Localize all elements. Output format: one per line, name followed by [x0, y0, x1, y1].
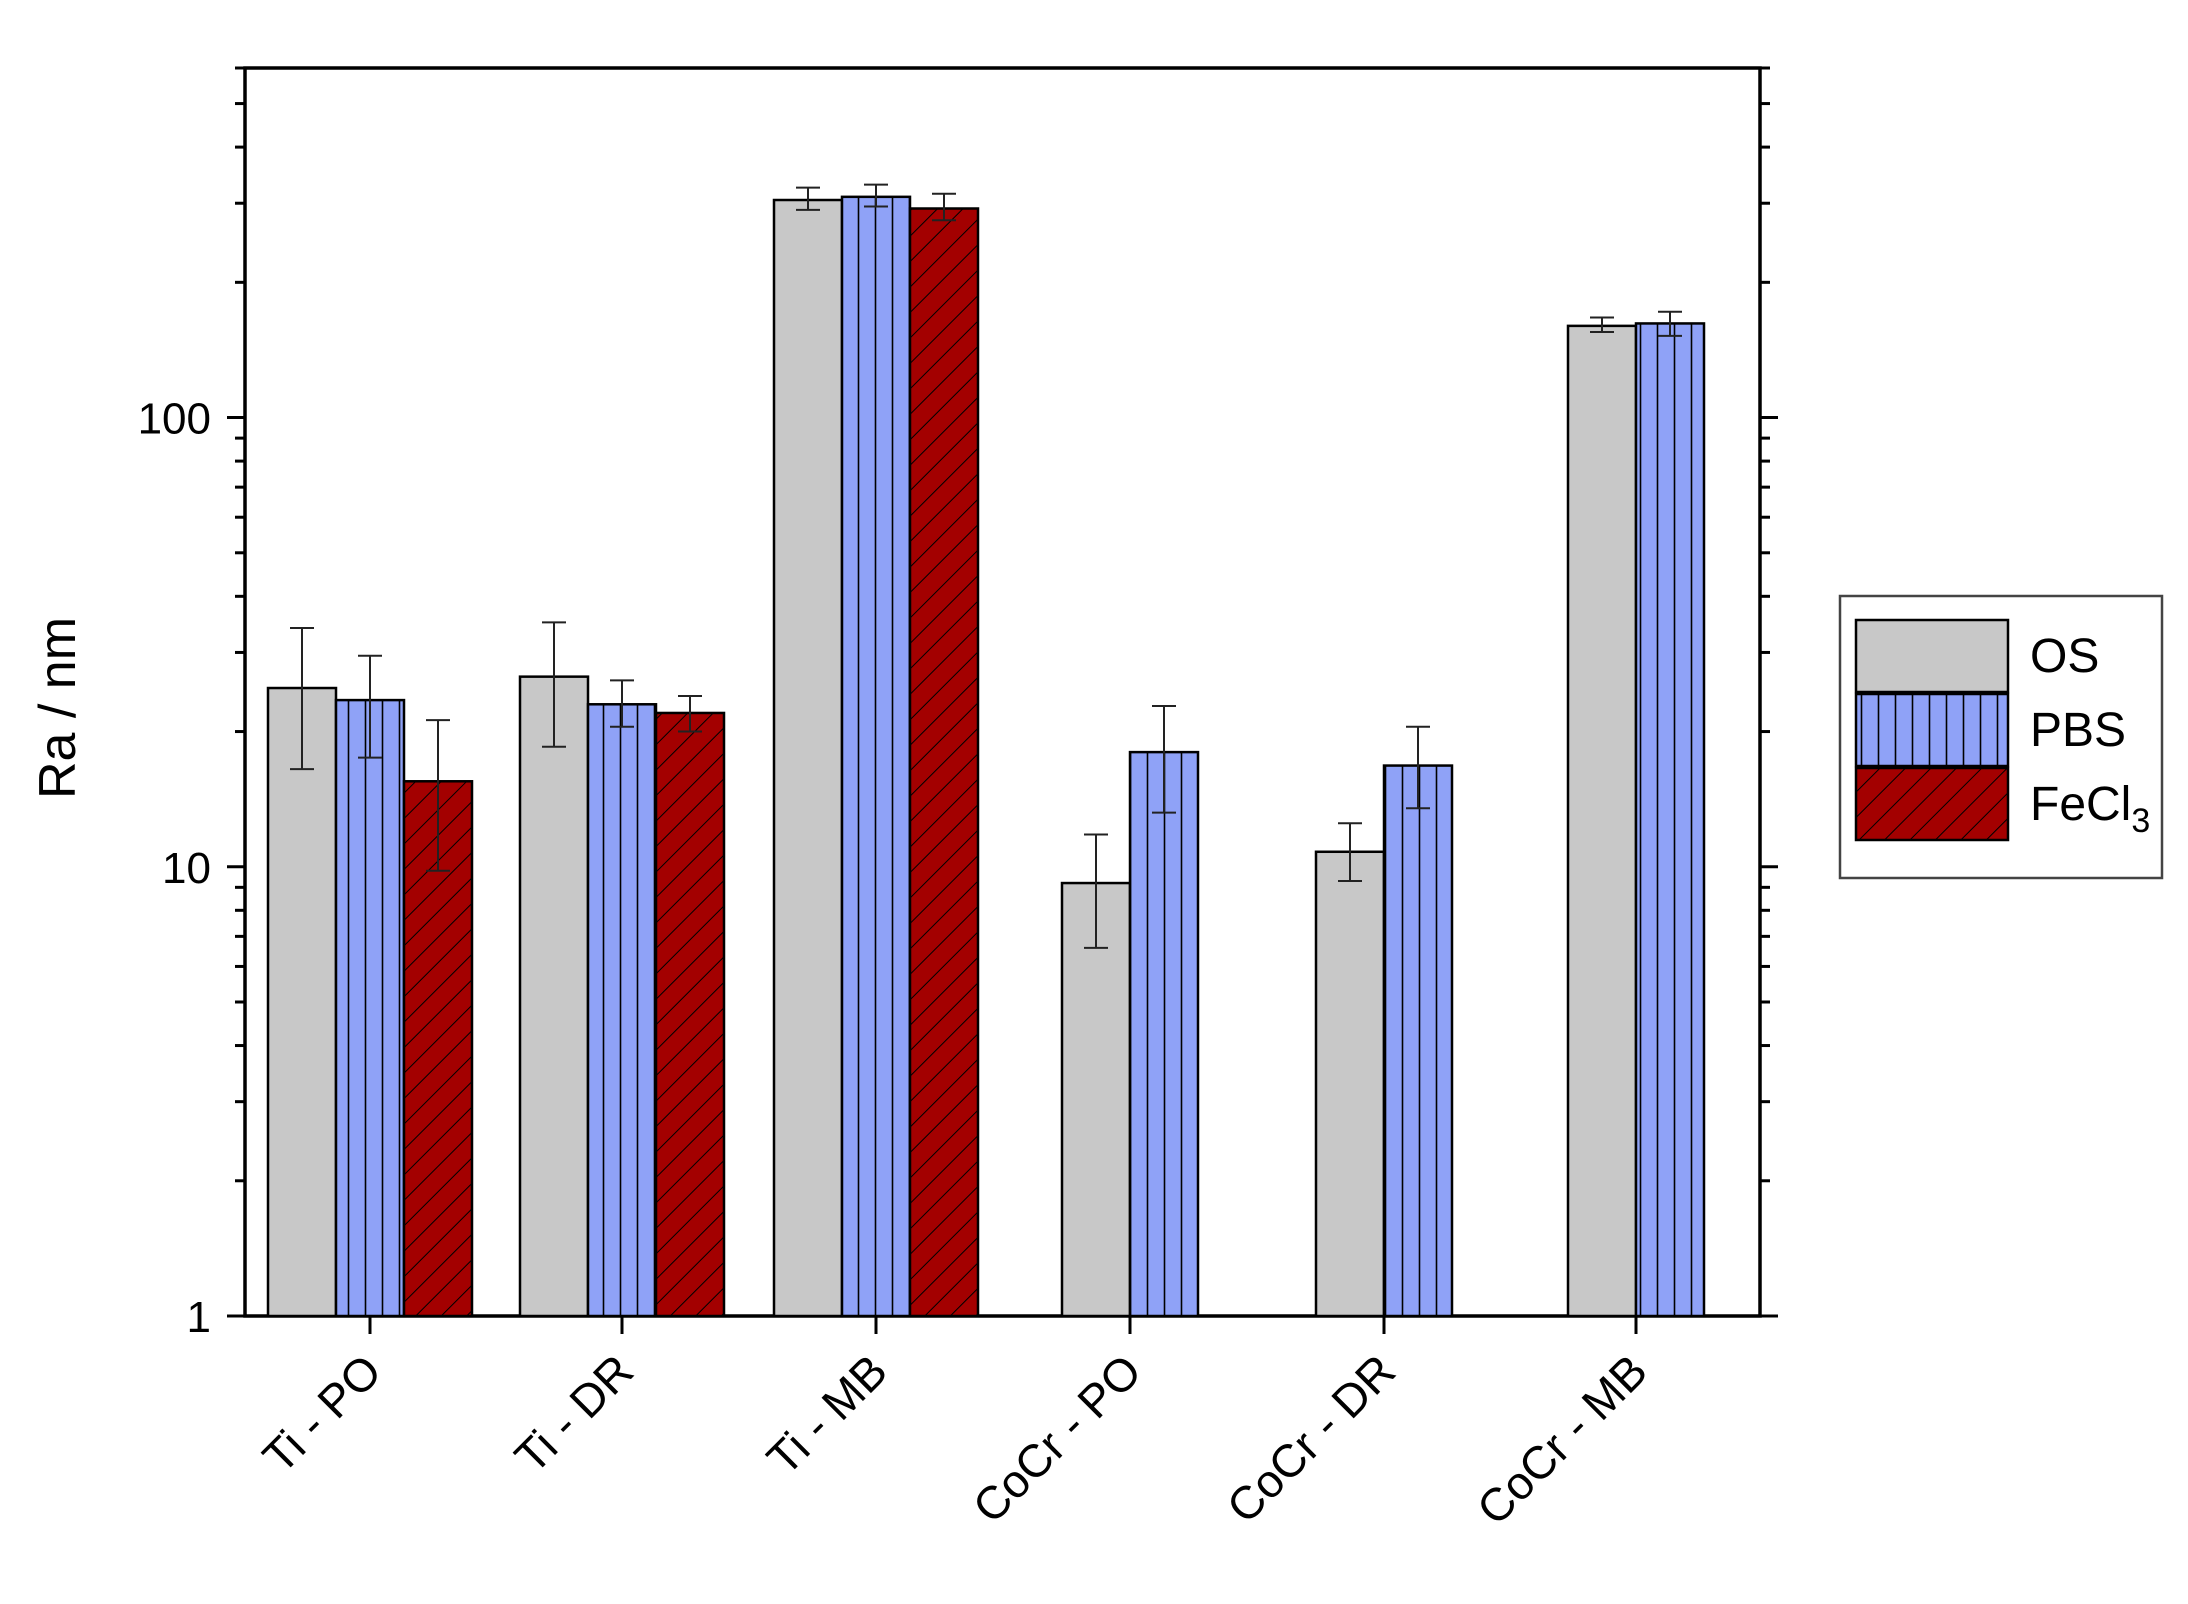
x-tick-labels: Ti - PO Ti - DR Ti - MB CoCr - PO CoCr - DR C…: [253, 1344, 1658, 1534]
bar-pbs-2: [840, 195, 912, 1318]
error-bars-layer: [290, 183, 1682, 949]
x-tick-label: Ti - MB: [757, 1344, 897, 1484]
legend-label-os: OS: [2030, 630, 2099, 683]
bar-pbs-5: [1634, 322, 1706, 1318]
plot-frame: [243, 66, 1762, 1318]
bar-pbs-4: [1382, 764, 1454, 1318]
legend-label-fecl3: FeCl3: [2030, 778, 2150, 840]
x-tick-label: Ti - PO: [253, 1344, 392, 1483]
bar-os-3: [1060, 881, 1132, 1318]
bar-os-4: [1314, 850, 1386, 1318]
bar-pbs-1: [586, 703, 658, 1318]
y-tick-labels: 1 10 100: [138, 395, 211, 1342]
bar-os-1: [518, 675, 590, 1318]
bar-fecl3-1: [654, 711, 726, 1318]
x-axis-ticks: [368, 1316, 1638, 1334]
bar-os-2: [772, 198, 844, 1318]
bar-pbs-0: [334, 698, 406, 1318]
legend-label-pbs: PBS: [2030, 704, 2126, 757]
y-tick-label: 100: [138, 395, 211, 444]
y-tick-label: 10: [162, 844, 211, 893]
y-tick-label: 1: [187, 1293, 211, 1342]
bar-os-5: [1566, 324, 1638, 1318]
legend-swatch-fecl3: [1854, 766, 2010, 842]
x-tick-label: CoCr - PO: [962, 1344, 1151, 1533]
legend-swatch-os: [1854, 618, 2010, 694]
bar-os-0: [266, 686, 338, 1318]
bar-pbs-3: [1128, 750, 1200, 1318]
legend: OS PBS FeCl3: [1838, 594, 2164, 880]
legend-swatch-pbs: [1854, 692, 2010, 768]
bar-fecl3-2: [908, 207, 980, 1318]
x-tick-label: CoCr - MB: [1467, 1344, 1657, 1534]
plot-area: [227, 66, 1778, 1334]
x-tick-label: Ti - DR: [505, 1344, 644, 1483]
bars-layer: [266, 195, 1706, 1318]
y-axis-title: Ra / nm: [29, 617, 87, 799]
x-tick-label: CoCr - DR: [1217, 1344, 1406, 1533]
y-axis-ticks: [227, 66, 1778, 1318]
